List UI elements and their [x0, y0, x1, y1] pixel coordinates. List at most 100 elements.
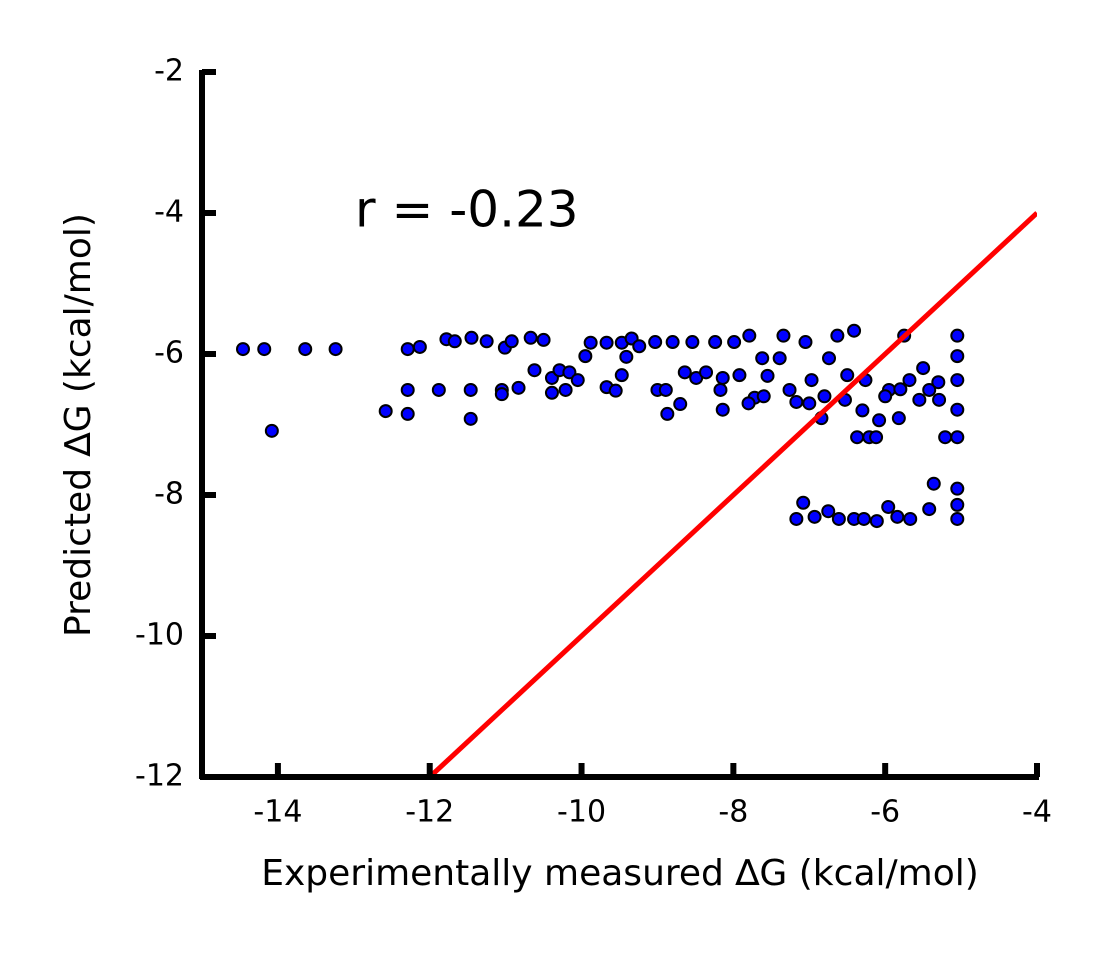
point — [619, 349, 634, 364]
y-tick-label: -10 — [135, 618, 184, 653]
y-axis-label: Predicted ∆G (kcal/mol) — [58, 213, 99, 637]
point — [677, 365, 692, 380]
point — [830, 328, 845, 343]
y-tick-label: -2 — [154, 54, 184, 89]
point — [950, 497, 965, 512]
y-tick-label: -8 — [154, 477, 184, 512]
x-tick-label: -10 — [557, 795, 606, 830]
point — [523, 330, 538, 345]
point — [950, 481, 965, 496]
point — [821, 504, 836, 519]
point — [660, 406, 675, 421]
point — [708, 335, 723, 350]
point — [789, 511, 804, 526]
point — [922, 502, 937, 517]
point — [544, 385, 559, 400]
point — [872, 413, 887, 428]
point — [599, 335, 614, 350]
point — [950, 328, 965, 343]
point — [378, 404, 393, 419]
point — [741, 396, 756, 411]
point — [494, 387, 509, 402]
point — [412, 339, 427, 354]
point — [713, 382, 728, 397]
point — [715, 370, 730, 385]
point — [855, 403, 870, 418]
point — [755, 351, 770, 366]
point — [608, 383, 623, 398]
x-tick-label: -12 — [405, 795, 454, 830]
point — [632, 339, 647, 354]
point — [922, 382, 937, 397]
point — [479, 334, 494, 349]
point — [950, 511, 965, 526]
point — [463, 411, 478, 426]
point — [685, 335, 700, 350]
point — [807, 509, 822, 524]
point — [742, 328, 757, 343]
point — [562, 365, 577, 380]
annotation: r = -0.23 — [355, 181, 579, 239]
point — [776, 328, 791, 343]
point — [840, 368, 855, 383]
point — [715, 402, 730, 417]
point — [648, 335, 663, 350]
point — [798, 335, 813, 350]
point — [400, 342, 415, 357]
point — [464, 330, 479, 345]
point — [802, 396, 817, 411]
point — [916, 361, 931, 376]
point — [856, 511, 871, 526]
point — [926, 476, 941, 491]
point — [850, 430, 865, 445]
point — [578, 349, 593, 364]
x-tick-label: -4 — [1022, 795, 1052, 830]
point — [658, 382, 673, 397]
x-tick-label: -6 — [870, 795, 900, 830]
point — [583, 335, 598, 350]
point — [789, 394, 804, 409]
point — [931, 375, 946, 390]
point — [903, 511, 918, 526]
point — [400, 406, 415, 421]
point — [727, 335, 742, 350]
y-tick-label: -4 — [154, 195, 184, 230]
y-tick-label: -12 — [135, 759, 184, 794]
point — [511, 380, 526, 395]
point — [950, 373, 965, 388]
point — [760, 368, 775, 383]
point — [673, 397, 688, 412]
point — [804, 373, 819, 388]
point — [431, 382, 446, 397]
point — [447, 334, 462, 349]
point — [950, 402, 965, 417]
point — [869, 514, 884, 529]
point — [527, 363, 542, 378]
point — [235, 342, 250, 357]
point — [782, 382, 797, 397]
point — [878, 389, 893, 404]
point — [536, 332, 551, 347]
point — [938, 430, 953, 445]
point — [869, 430, 884, 445]
point — [831, 511, 846, 526]
point — [328, 342, 343, 357]
point — [796, 495, 811, 510]
point — [504, 334, 519, 349]
point — [950, 430, 965, 445]
point — [881, 499, 896, 514]
point — [257, 342, 272, 357]
point — [298, 342, 313, 357]
point — [614, 368, 629, 383]
point — [665, 335, 680, 350]
reference-line — [428, 211, 1037, 777]
point — [570, 373, 585, 388]
x-tick-label: -8 — [718, 795, 748, 830]
y-tick-label: -6 — [154, 336, 184, 371]
point — [732, 368, 747, 383]
point — [699, 365, 714, 380]
point — [890, 509, 905, 524]
point — [891, 411, 906, 426]
